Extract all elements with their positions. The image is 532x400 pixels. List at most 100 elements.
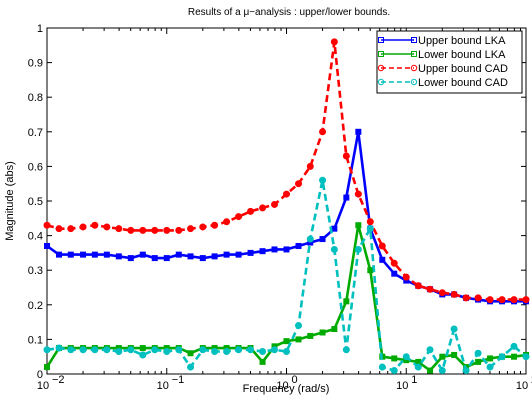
data-point	[307, 332, 314, 339]
data-point	[283, 246, 290, 253]
data-point	[199, 255, 206, 262]
data-point	[283, 348, 290, 356]
data-point	[151, 226, 159, 234]
data-point	[127, 255, 134, 262]
y-tick-label: 0.8	[28, 92, 43, 104]
data-point	[44, 242, 50, 249]
data-point	[163, 226, 171, 234]
data-point	[271, 200, 279, 208]
data-point	[67, 225, 75, 233]
legend-marker	[410, 64, 418, 72]
x-tick-label: 10	[396, 380, 408, 392]
legend-marker	[411, 51, 417, 57]
legend-marker	[411, 37, 417, 43]
series-upper-bound-cad	[43, 38, 530, 304]
data-point	[43, 346, 51, 354]
data-point	[426, 346, 434, 354]
y-axis-title: Magnitude (abs)	[4, 161, 16, 241]
x-axis-title: Frequency (rad/s)	[243, 383, 330, 395]
data-point	[390, 367, 398, 375]
data-point	[55, 344, 63, 352]
data-point	[295, 242, 302, 249]
data-point	[378, 242, 386, 250]
x-tick-exponent: 0	[292, 374, 298, 386]
data-point	[235, 213, 243, 221]
data-point	[163, 255, 170, 262]
data-point	[271, 246, 278, 253]
legend-label: Lower bound LKA	[418, 49, 506, 61]
data-point	[91, 251, 98, 258]
legend-entry: Upper bound LKA	[378, 35, 506, 47]
data-point	[139, 351, 147, 359]
data-point	[67, 251, 74, 258]
x-tick-exponent: −2	[52, 374, 65, 386]
legend-label: Upper bound LKA	[418, 35, 506, 47]
axis-ticks	[46, 27, 527, 375]
x-tick-exponent: 1	[411, 374, 417, 386]
data-point	[402, 353, 410, 361]
data-point	[319, 176, 327, 184]
data-point	[139, 345, 146, 352]
data-point	[187, 363, 195, 371]
data-point	[355, 128, 362, 135]
data-point	[67, 346, 75, 354]
data-point	[151, 346, 159, 354]
series-layer	[43, 38, 530, 375]
x-tick-label: 10	[37, 380, 49, 392]
data-point	[295, 322, 303, 330]
data-point	[510, 296, 518, 304]
data-point	[426, 285, 434, 293]
legend-label: Upper bound CAD	[418, 63, 508, 75]
data-point	[91, 221, 99, 229]
data-point	[103, 251, 110, 258]
data-point	[235, 251, 242, 258]
chart-title: Results of a μ−analysis : upper/lower bo…	[188, 7, 390, 18]
y-tick-labels: 0 0.1 0.2 0.3 0.4 0.5 0.6 0.7 0.8 0.9 1	[28, 23, 43, 381]
data-point	[259, 358, 266, 365]
data-point	[402, 273, 410, 281]
data-point	[330, 38, 338, 46]
data-point	[306, 235, 314, 243]
data-point	[127, 346, 135, 354]
data-point	[187, 350, 194, 357]
data-point	[342, 346, 350, 354]
data-point	[474, 349, 482, 357]
data-point	[247, 249, 254, 256]
data-point	[175, 346, 183, 354]
data-point	[295, 336, 302, 343]
data-point	[103, 223, 111, 231]
data-point	[510, 342, 518, 350]
legend: Upper bound LKA Lower bound LKA Upper boun…	[376, 30, 523, 94]
data-point	[319, 329, 326, 336]
data-point	[343, 298, 350, 305]
data-point	[462, 367, 470, 375]
data-point	[56, 251, 63, 258]
legend-marker	[378, 51, 384, 57]
data-point	[211, 253, 218, 260]
data-point	[331, 326, 338, 333]
data-point	[223, 251, 230, 258]
data-point	[511, 353, 518, 360]
data-point	[127, 226, 135, 234]
data-point	[139, 251, 146, 258]
data-point	[247, 346, 255, 354]
data-point	[522, 353, 530, 361]
data-point	[354, 245, 362, 253]
data-point	[247, 207, 255, 215]
data-point	[271, 346, 279, 354]
y-tick-label: 1	[37, 23, 43, 35]
data-point	[235, 346, 243, 354]
y-tick-label: 0.7	[28, 127, 43, 139]
data-point	[283, 338, 290, 345]
data-point	[342, 152, 350, 160]
data-point	[80, 251, 87, 258]
data-point	[355, 222, 362, 229]
data-point	[414, 363, 422, 371]
data-point	[366, 218, 374, 226]
data-point	[391, 270, 398, 277]
data-point	[211, 348, 219, 356]
data-point	[474, 294, 482, 302]
legend-entry: Lower bound LKA	[378, 49, 506, 61]
data-point	[330, 245, 338, 253]
